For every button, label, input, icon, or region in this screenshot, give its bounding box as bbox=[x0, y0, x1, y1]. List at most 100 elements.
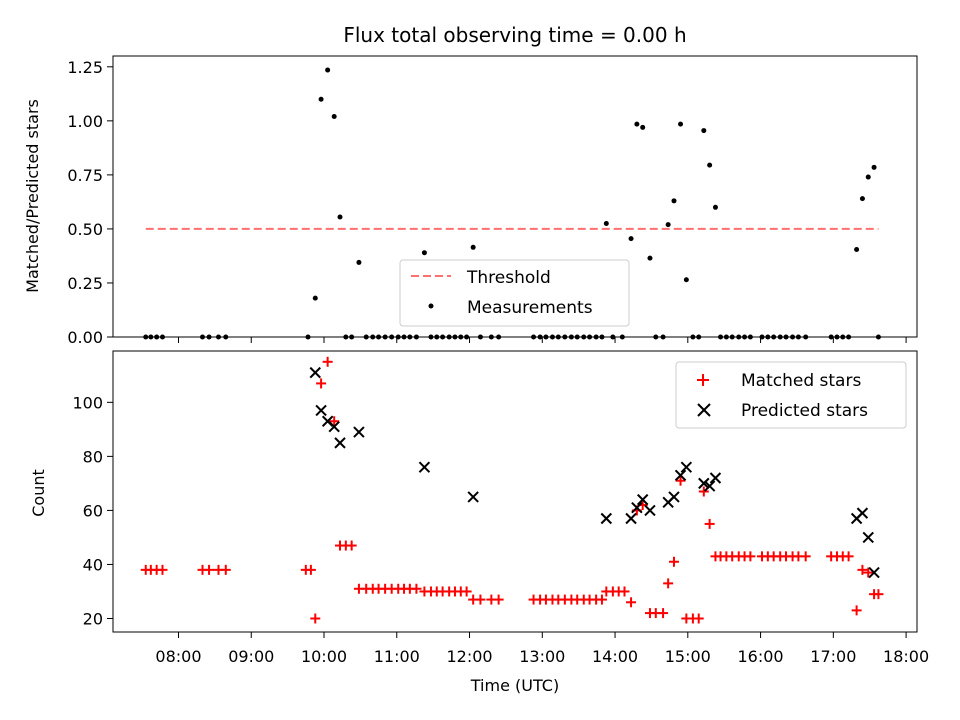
matched-star-point bbox=[346, 540, 357, 551]
predicted-star-point bbox=[334, 437, 346, 449]
count-x-tick-label: 08:00 bbox=[155, 647, 201, 666]
matched-star-point bbox=[493, 594, 504, 605]
predicted-star-point bbox=[709, 472, 722, 484]
measurement-point bbox=[865, 174, 871, 180]
matched-star-point bbox=[698, 486, 709, 497]
count-x-axis-label: Time (UTC) bbox=[470, 676, 559, 695]
predicted-star-point bbox=[674, 469, 687, 481]
matched-star-point bbox=[693, 613, 704, 624]
matched-star-point bbox=[658, 608, 669, 619]
matched-star-point bbox=[220, 564, 231, 575]
chart-title: Flux total observing time = 0.00 h bbox=[343, 23, 686, 47]
measurement-point bbox=[634, 121, 640, 127]
count-y-tick-label: 20 bbox=[83, 609, 103, 628]
count-x-ticks: 08:00 09:00 10:00 11:00 12:00 13:00 14:00 15:00… bbox=[155, 632, 929, 666]
measurement-point bbox=[331, 114, 337, 120]
legend-threshold-label: Threshold bbox=[466, 268, 551, 288]
matched-star-point bbox=[316, 378, 327, 389]
count-x-tick-label: 11:00 bbox=[374, 647, 420, 666]
matched-star-point bbox=[475, 594, 486, 605]
predicted-star-point bbox=[856, 507, 869, 519]
measurement-point bbox=[665, 222, 671, 228]
count-y-axis-label: Count bbox=[29, 469, 48, 517]
count-x-tick-label: 10:00 bbox=[301, 647, 347, 666]
legend-measurements-swatch bbox=[428, 303, 434, 309]
matched-star-point bbox=[322, 356, 333, 367]
count-x-tick-label: 18:00 bbox=[883, 647, 929, 666]
count-y-tick-label: 60 bbox=[83, 501, 103, 520]
ratio-legend: Threshold Measurements bbox=[399, 259, 630, 327]
matched-star-point bbox=[873, 589, 884, 600]
predicted-star-point bbox=[418, 461, 431, 473]
matched-star-point bbox=[745, 551, 756, 562]
count-x-tick-label: 12:00 bbox=[446, 647, 492, 666]
matched-stars-points bbox=[140, 356, 884, 624]
matched-star-point bbox=[619, 586, 630, 597]
legend-matched-label: Matched stars bbox=[741, 371, 861, 391]
count-legend: Matched stars Predicted stars bbox=[675, 361, 907, 429]
matched-star-point bbox=[596, 594, 607, 605]
measurement-point bbox=[671, 198, 677, 204]
ratio-panel: Flux total observing time = 0.00 h Match… bbox=[23, 23, 918, 347]
measurement-point bbox=[701, 128, 707, 134]
count-x-tick-label: 17:00 bbox=[810, 647, 856, 666]
measurement-point bbox=[854, 246, 860, 252]
predicted-star-point bbox=[703, 480, 716, 492]
count-y-tick-label: 100 bbox=[72, 393, 103, 412]
predicted-star-point bbox=[315, 404, 327, 417]
legend-predicted-swatch bbox=[697, 403, 711, 417]
count-y-ticks: 20 40 60 80 100 bbox=[72, 393, 113, 628]
measurement-point bbox=[628, 236, 634, 242]
measurement-point bbox=[337, 214, 343, 220]
count-x-tick-label: 09:00 bbox=[228, 647, 274, 666]
measurement-point bbox=[683, 277, 689, 283]
predicted-star-point bbox=[644, 504, 656, 517]
count-x-tick-label: 13:00 bbox=[519, 647, 565, 666]
measurement-point bbox=[712, 204, 718, 210]
measurement-point bbox=[647, 255, 653, 261]
measurement-point bbox=[356, 259, 362, 265]
predicted-star-point bbox=[668, 491, 680, 503]
predicted-star-point bbox=[600, 512, 613, 525]
legend-matched-swatch bbox=[697, 374, 709, 386]
matched-star-point bbox=[857, 564, 868, 575]
matched-star-point bbox=[663, 578, 674, 589]
count-plot-frame bbox=[112, 350, 918, 633]
matched-star-point bbox=[851, 605, 862, 616]
matched-star-point bbox=[305, 564, 316, 575]
count-x-tick-label: 14:00 bbox=[592, 647, 638, 666]
predicted-star-point bbox=[631, 502, 643, 514]
measurement-point bbox=[678, 121, 684, 127]
measurement-point bbox=[325, 67, 331, 73]
measurement-point bbox=[707, 162, 713, 168]
measurement-point bbox=[603, 221, 609, 227]
ratio-y-axis-label: Matched/Predicted stars bbox=[23, 99, 42, 293]
predicted-star-point bbox=[467, 491, 479, 503]
matched-star-point bbox=[204, 564, 215, 575]
predicted-star-point bbox=[353, 426, 365, 438]
matched-star-point bbox=[626, 597, 637, 608]
count-x-tick-label: 16:00 bbox=[738, 647, 784, 666]
measurement-point bbox=[318, 96, 324, 102]
measurement-point bbox=[421, 250, 427, 256]
matched-star-point bbox=[675, 475, 686, 486]
measurement-point bbox=[640, 124, 646, 130]
measurement-point bbox=[470, 244, 476, 250]
matched-star-point bbox=[704, 518, 715, 529]
matched-star-point bbox=[329, 416, 340, 427]
count-y-tick-label: 80 bbox=[83, 447, 103, 466]
legend-measurements-label: Measurements bbox=[467, 298, 593, 318]
ratio-plot-frame bbox=[112, 55, 918, 338]
count-legend-box bbox=[675, 361, 907, 429]
matched-star-point bbox=[411, 583, 422, 594]
predicted-star-point bbox=[309, 366, 321, 379]
matched-star-point bbox=[800, 551, 811, 562]
legend-predicted-label: Predicted stars bbox=[741, 401, 868, 421]
count-y-tick-label: 40 bbox=[83, 555, 103, 574]
predicted-star-point bbox=[680, 461, 693, 473]
measurement-point bbox=[871, 164, 877, 170]
ratio-y-tick-label: 0.50 bbox=[67, 220, 103, 239]
ratio-legend-box bbox=[399, 259, 630, 327]
